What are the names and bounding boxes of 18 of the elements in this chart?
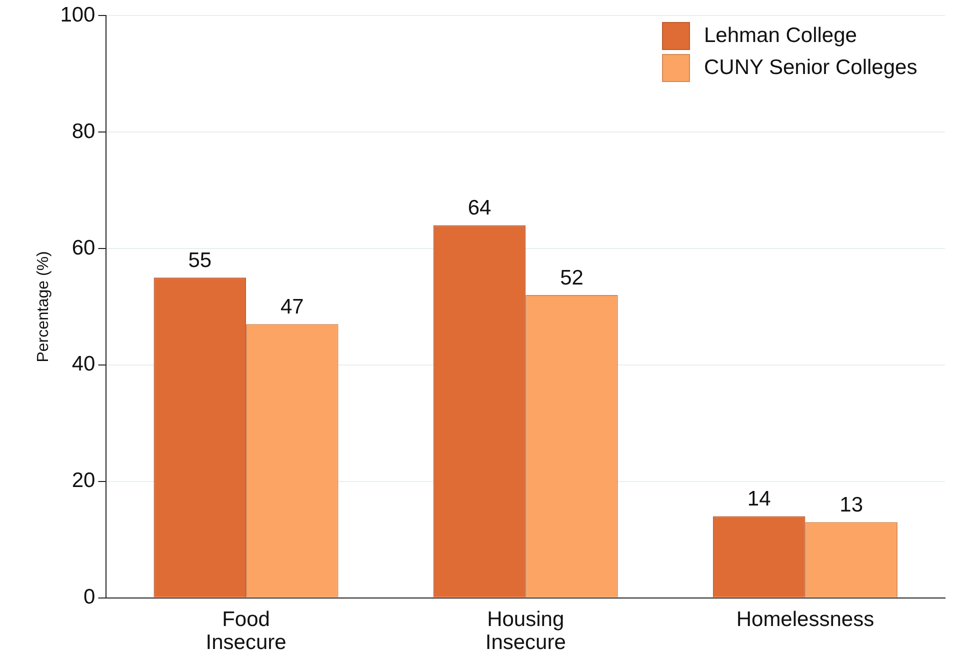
data-label: 47 xyxy=(280,295,304,318)
x-tick-label: Food Insecure xyxy=(206,608,286,654)
data-label: 55 xyxy=(188,248,212,272)
y-tick-label: 60 xyxy=(72,236,96,260)
y-tick-label: 20 xyxy=(72,469,96,492)
data-label: 64 xyxy=(468,196,492,220)
data-label: 13 xyxy=(840,493,864,516)
data-label: 52 xyxy=(560,266,584,290)
x-tick-label: Homelessness xyxy=(736,608,874,632)
y-tick-label: 100 xyxy=(60,3,96,26)
legend-label: Lehman College xyxy=(704,24,857,48)
y-tick-label: 40 xyxy=(72,352,96,376)
y-tick-label: 0 xyxy=(84,586,96,609)
x-tick-label: Housing Insecure xyxy=(485,608,566,654)
y-axis-title: Percentage (%) xyxy=(35,251,52,362)
data-label: 14 xyxy=(747,488,772,511)
legend-label: CUNY Senior Colleges xyxy=(704,56,918,80)
y-tick-label: 80 xyxy=(72,120,96,143)
